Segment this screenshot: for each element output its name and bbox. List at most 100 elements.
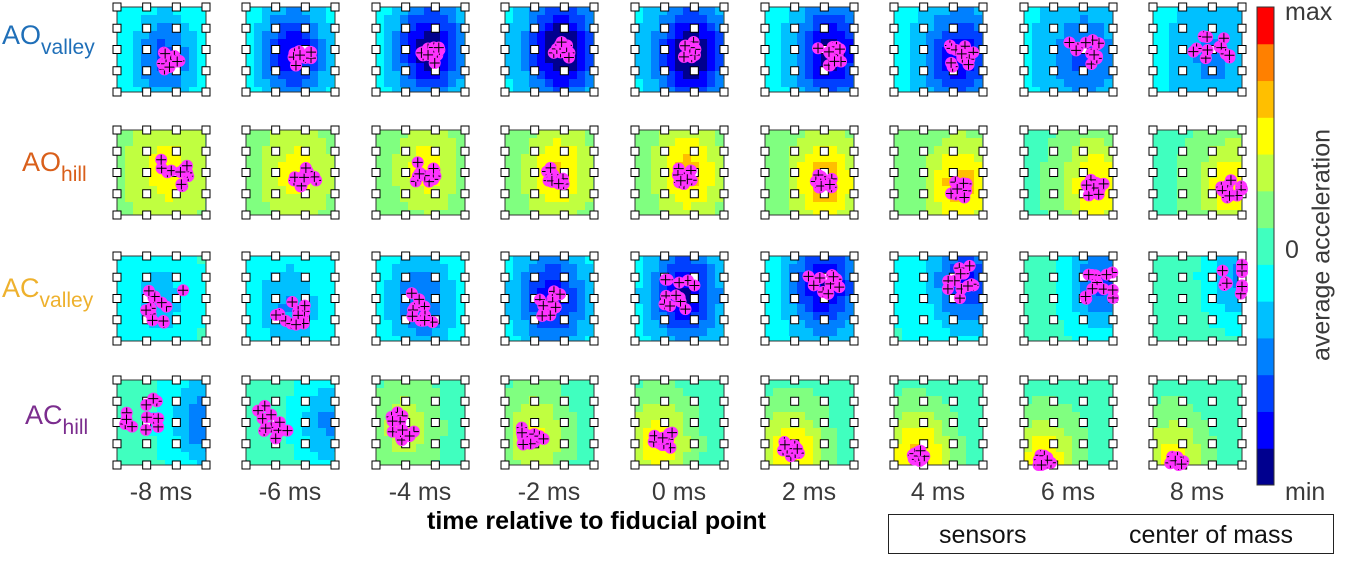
center-of-mass-marker xyxy=(963,259,976,272)
sensor-marker xyxy=(1178,375,1188,385)
sensor-marker xyxy=(978,2,988,12)
center-of-mass-marker xyxy=(171,55,184,68)
sensor-marker xyxy=(978,23,988,33)
sensor-marker xyxy=(1078,251,1088,261)
sensor-marker xyxy=(371,460,381,470)
sensor-marker xyxy=(1108,66,1118,76)
sensor-marker xyxy=(689,418,699,427)
sensor-marker xyxy=(112,396,122,406)
sensor-marker xyxy=(719,87,729,97)
sensor-marker xyxy=(889,315,899,325)
sensor-marker xyxy=(500,168,510,177)
column-label: 4 ms xyxy=(910,478,966,506)
sensor-marker xyxy=(401,396,411,406)
sensor-marker xyxy=(500,396,510,406)
sensor-marker xyxy=(660,189,670,199)
sensor-marker xyxy=(919,375,929,385)
sensor-marker xyxy=(978,294,988,303)
sensor-marker xyxy=(371,2,381,12)
sensor-marker xyxy=(1207,375,1217,385)
sensor-marker xyxy=(300,66,310,76)
sensor-marker xyxy=(1237,375,1247,385)
heatmap-panel xyxy=(112,2,211,97)
center-of-mass-marker xyxy=(823,178,836,191)
sensor-marker xyxy=(948,125,958,135)
heatmap-panel xyxy=(889,125,988,220)
sensor-marker xyxy=(112,251,122,261)
sensor-marker xyxy=(948,87,958,97)
sensor-marker xyxy=(1237,439,1247,449)
heatmap-panel xyxy=(371,251,470,346)
sensor-marker xyxy=(201,418,211,427)
sensor-marker xyxy=(460,375,470,385)
sensor-marker xyxy=(171,294,181,303)
colorbar-segment xyxy=(1257,448,1274,486)
center-of-mass-marker xyxy=(791,442,804,455)
sensor-marker xyxy=(630,272,640,282)
sensor-marker xyxy=(241,210,251,220)
center-of-mass-marker xyxy=(679,39,692,52)
sensor-marker xyxy=(889,125,899,135)
sensor-marker xyxy=(300,210,310,220)
sensor-marker xyxy=(142,189,152,199)
sensor-marker xyxy=(171,2,181,12)
sensor-marker xyxy=(300,460,310,470)
sensor-marker xyxy=(790,66,800,76)
sensor-marker xyxy=(819,251,829,261)
sensor-marker xyxy=(790,251,800,261)
sensor-marker xyxy=(401,460,411,470)
center-of-mass-marker xyxy=(552,177,565,190)
sensor-marker xyxy=(1178,23,1188,33)
sensor-marker xyxy=(719,66,729,76)
sensor-marker xyxy=(589,336,599,346)
sensor-marker xyxy=(630,87,640,97)
sensor-marker xyxy=(819,210,829,220)
sensor-marker xyxy=(819,23,829,33)
sensor-marker xyxy=(241,272,251,282)
center-of-mass-marker xyxy=(664,300,677,313)
sensor-marker xyxy=(1049,272,1059,282)
sensor-marker xyxy=(978,168,988,177)
sensor-marker xyxy=(689,210,699,220)
sensor-marker xyxy=(1108,146,1118,156)
sensor-marker xyxy=(271,2,281,12)
sensor-marker xyxy=(849,294,859,303)
sensor-marker xyxy=(819,439,829,449)
center-of-mass-marker xyxy=(259,422,272,435)
center-of-mass-marker xyxy=(555,36,568,49)
sensor-marker xyxy=(1019,396,1029,406)
center-of-mass-marker xyxy=(666,426,679,439)
sensor-marker xyxy=(201,87,211,97)
center-of-mass-marker xyxy=(1035,459,1048,471)
sensor-marker xyxy=(689,251,699,261)
sensor-marker xyxy=(889,168,899,177)
sensor-marker xyxy=(1049,168,1059,177)
sensor-marker xyxy=(790,375,800,385)
sensor-marker xyxy=(559,210,569,220)
sensor-marker xyxy=(719,210,729,220)
sensor-marker xyxy=(719,168,729,177)
sensor-marker xyxy=(760,168,770,177)
sensor-marker xyxy=(530,396,540,406)
sensor-marker xyxy=(1148,45,1158,54)
sensor-marker xyxy=(889,45,899,54)
column-label: -2 ms xyxy=(517,478,581,506)
center-of-mass-marker xyxy=(813,272,826,285)
sensor-marker xyxy=(112,87,122,97)
sensor-marker xyxy=(919,146,929,156)
sensor-marker xyxy=(790,315,800,325)
center-of-mass-marker xyxy=(778,438,791,451)
sensor-marker xyxy=(889,460,899,470)
sensor-marker xyxy=(500,272,510,282)
sensor-marker xyxy=(201,210,211,220)
sensor-marker xyxy=(271,45,281,54)
colorbar-segment xyxy=(1257,374,1274,412)
sensor-marker xyxy=(1237,210,1247,220)
sensor-marker xyxy=(271,168,281,177)
contour-fill xyxy=(635,380,725,466)
legend: sensors center of mass xyxy=(888,514,1334,554)
sensor-marker xyxy=(112,168,122,177)
heatmap-panel xyxy=(630,375,729,470)
sensor-marker xyxy=(790,168,800,177)
sensor-marker xyxy=(589,272,599,282)
